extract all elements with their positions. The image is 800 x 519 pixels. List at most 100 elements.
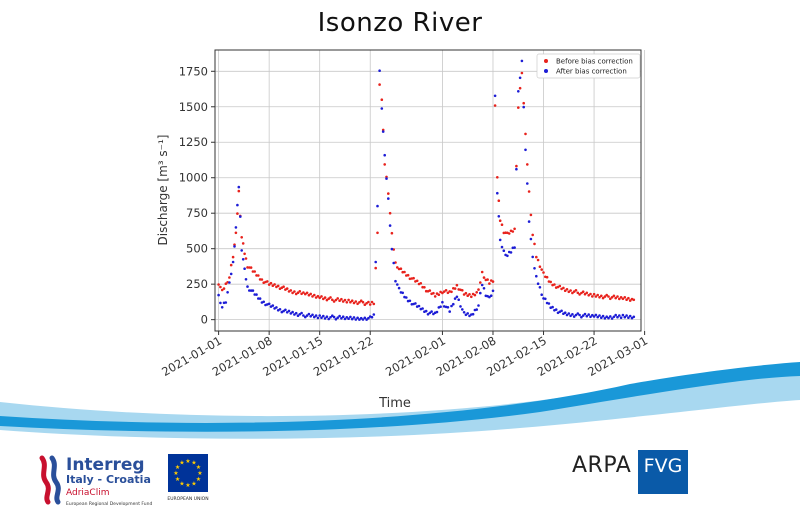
data-point bbox=[618, 297, 621, 301]
data-point bbox=[307, 293, 311, 297]
data-point bbox=[267, 283, 271, 286]
data-point bbox=[231, 260, 235, 264]
data-point bbox=[497, 199, 501, 202]
data-point bbox=[226, 291, 229, 294]
interreg-program: Italy - Croatia bbox=[66, 473, 151, 486]
data-point bbox=[302, 291, 305, 294]
data-point bbox=[480, 283, 484, 287]
data-point bbox=[601, 314, 605, 318]
data-point bbox=[600, 294, 603, 298]
series-0 bbox=[217, 71, 636, 307]
data-point bbox=[415, 279, 419, 283]
data-point bbox=[240, 249, 243, 252]
data-point bbox=[304, 292, 307, 296]
data-point bbox=[365, 302, 368, 305]
decorative-wave bbox=[0, 362, 800, 439]
data-point bbox=[585, 291, 589, 295]
data-point bbox=[446, 291, 450, 295]
data-point bbox=[350, 317, 354, 321]
data-point bbox=[354, 300, 358, 303]
data-point bbox=[535, 274, 538, 278]
data-point bbox=[493, 94, 497, 98]
data-point bbox=[558, 284, 562, 288]
legend-box bbox=[536, 53, 641, 79]
data-point bbox=[569, 314, 572, 318]
data-point bbox=[361, 300, 365, 304]
data-point bbox=[345, 301, 349, 304]
data-point bbox=[536, 282, 540, 286]
data-point bbox=[239, 215, 242, 218]
data-point bbox=[365, 318, 368, 321]
data-point bbox=[497, 215, 501, 218]
data-point bbox=[236, 212, 239, 215]
interreg-name: Interreg bbox=[66, 455, 145, 475]
eu-label: EUROPEAN UNION bbox=[167, 496, 208, 502]
data-point bbox=[372, 302, 376, 306]
data-point bbox=[522, 105, 525, 109]
data-point bbox=[269, 281, 273, 285]
y-tick-label: 750 bbox=[186, 206, 208, 220]
data-point bbox=[322, 314, 325, 318]
data-point bbox=[293, 290, 296, 293]
eu-flag-icon bbox=[168, 454, 208, 492]
data-point bbox=[229, 263, 233, 267]
data-point bbox=[390, 247, 394, 251]
data-point bbox=[380, 98, 384, 101]
eu-star: ★ bbox=[173, 470, 178, 477]
data-point bbox=[574, 313, 578, 317]
data-point bbox=[587, 294, 590, 297]
data-point bbox=[236, 203, 239, 207]
data-point bbox=[406, 273, 410, 277]
data-point bbox=[423, 286, 426, 289]
data-point bbox=[616, 295, 619, 298]
data-point bbox=[475, 291, 479, 294]
data-point bbox=[363, 303, 367, 307]
data-point bbox=[482, 276, 486, 279]
data-point bbox=[367, 300, 370, 304]
data-point bbox=[325, 298, 329, 302]
data-point bbox=[569, 289, 572, 292]
data-point bbox=[246, 285, 249, 288]
eu-stars: ★★★★★★★★★ ★ ★★ bbox=[173, 458, 202, 489]
data-point bbox=[576, 291, 580, 295]
data-point bbox=[603, 295, 607, 298]
data-point bbox=[368, 303, 372, 306]
data-point bbox=[316, 294, 320, 298]
data-point bbox=[591, 295, 594, 298]
data-point bbox=[396, 266, 399, 269]
data-point bbox=[562, 286, 565, 290]
eu-star: ★ bbox=[179, 480, 184, 487]
data-point bbox=[502, 249, 506, 252]
data-point bbox=[500, 245, 504, 249]
data-point bbox=[580, 291, 583, 295]
data-point bbox=[376, 231, 379, 235]
data-point bbox=[526, 182, 529, 185]
data-point bbox=[237, 185, 241, 189]
data-point bbox=[285, 311, 289, 314]
data-point bbox=[266, 280, 269, 283]
data-point bbox=[343, 298, 347, 302]
eu-star: ★ bbox=[196, 464, 201, 471]
data-point bbox=[354, 318, 358, 321]
data-point bbox=[572, 315, 576, 318]
data-point bbox=[536, 258, 540, 262]
data-point bbox=[255, 293, 258, 296]
data-point bbox=[294, 311, 298, 315]
data-point bbox=[220, 306, 224, 309]
data-point bbox=[231, 255, 235, 259]
data-point bbox=[284, 308, 287, 312]
data-point bbox=[287, 309, 291, 313]
eu-star: ★ bbox=[185, 482, 190, 489]
data-point bbox=[318, 314, 322, 317]
data-point bbox=[428, 289, 432, 292]
data-point bbox=[327, 317, 331, 321]
data-point bbox=[461, 308, 464, 311]
data-point bbox=[251, 270, 255, 273]
data-point bbox=[278, 308, 282, 311]
data-point bbox=[240, 236, 243, 239]
y-tick-label: 1500 bbox=[179, 100, 208, 114]
data-point bbox=[609, 297, 612, 301]
data-point bbox=[219, 301, 222, 305]
wave-light bbox=[0, 364, 800, 439]
data-point bbox=[347, 317, 350, 321]
